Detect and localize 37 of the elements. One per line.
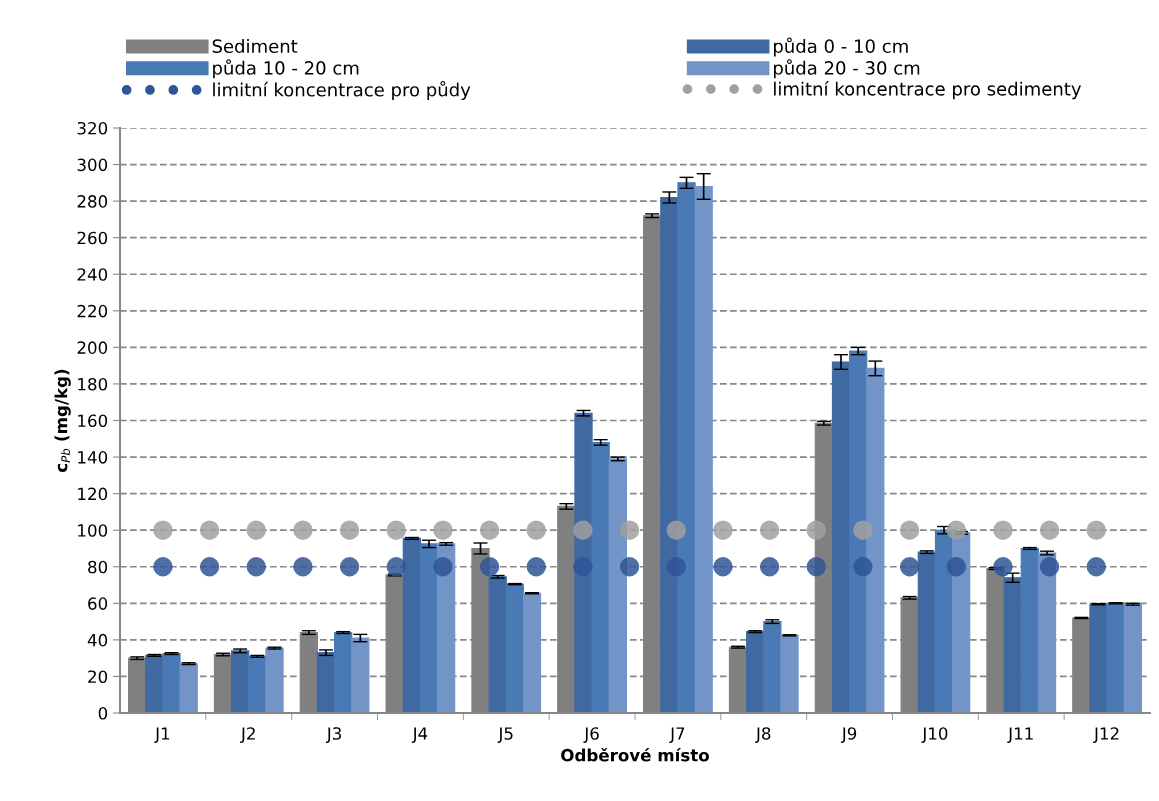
legend-label: půda 20 - 30 cm: [774, 59, 920, 79]
y-tick-label: 300: [77, 158, 108, 172]
y-tick-label: 100: [78, 524, 108, 537]
y-tick-label: 320: [77, 121, 108, 135]
x-tick-label: J11: [1007, 727, 1033, 743]
x-tick-label: J2: [240, 727, 255, 743]
y-tick-label: 120: [78, 487, 108, 501]
y-tick-label: 220: [77, 304, 108, 318]
y-tick-label: 200: [77, 341, 108, 354]
y-tick-label: 160: [78, 414, 108, 428]
y-axis-title: c$_{Pb}$ (mg/kg): [54, 369, 71, 473]
legend-label: limitní koncentrace pro sedimenty: [774, 80, 1082, 100]
y-tick-label: 280: [77, 195, 108, 208]
x-tick-label: J4: [411, 727, 428, 743]
legend-label: Sediment: [212, 39, 298, 53]
x-axis-title: Odběrové místo: [561, 747, 709, 762]
y-tick-label: 20: [88, 670, 108, 684]
legend-label: půda 0 - 10 cm: [774, 37, 908, 57]
x-tick-label: J1: [154, 727, 170, 743]
x-tick-label: J9: [840, 727, 857, 743]
y-tick-label: 140: [78, 451, 108, 464]
y-tick-label: 60: [88, 597, 108, 610]
y-tick-label: 40: [87, 633, 108, 647]
x-tick-label: J10: [921, 727, 948, 743]
y-tick-label: 260: [77, 231, 108, 245]
x-tick-label: J7: [669, 727, 685, 743]
y-tick-label: 240: [77, 268, 108, 281]
x-tick-label: J3: [325, 727, 342, 743]
y-tick-label: 80: [88, 560, 108, 574]
legend-label: půda 10 - 20 cm: [213, 59, 359, 79]
legend-label: limitní koncentrace pro půdy: [213, 80, 471, 101]
x-tick-label: J5: [497, 727, 513, 743]
x-tick-label: J8: [755, 727, 771, 743]
y-tick-label: 180: [78, 377, 108, 391]
x-tick-label: J12: [1093, 727, 1119, 743]
x-tick-label: J6: [583, 727, 599, 743]
y-tick-label: 0: [98, 706, 108, 720]
